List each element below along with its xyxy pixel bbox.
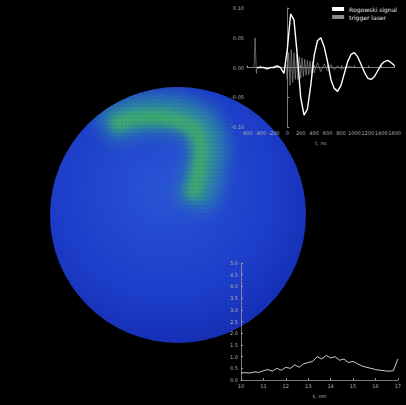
svg-text:-0.10: -0.10 [231,124,244,131]
svg-text:600: 600 [323,130,333,136]
svg-text:trigger laser: trigger laser [349,14,386,22]
svg-text:1000: 1000 [348,130,361,136]
svg-text:10: 10 [238,383,244,389]
svg-text:-400: -400 [255,130,266,136]
svg-text:14: 14 [327,383,333,389]
svg-text:1.5: 1.5 [230,342,238,348]
svg-text:400: 400 [309,130,319,136]
svg-text:0.05: 0.05 [233,35,244,41]
svg-text:-600: -600 [241,130,252,136]
svg-text:-0.05: -0.05 [231,94,244,100]
svg-text:12: 12 [283,383,289,389]
svg-text:2.0: 2.0 [230,330,238,336]
svg-text:Rogowski signal: Rogowski signal [349,6,397,14]
svg-text:16: 16 [372,383,378,389]
svg-text:2.5: 2.5 [230,319,238,325]
svg-text:15: 15 [350,383,356,389]
svg-text:200: 200 [296,130,306,136]
svg-text:1400: 1400 [375,130,388,136]
svg-text:800: 800 [336,130,346,136]
svg-text:17: 17 [395,383,401,389]
svg-text:1600: 1600 [388,130,401,136]
svg-text:13: 13 [305,383,311,389]
svg-text:4.5: 4.5 [230,272,238,278]
svg-text:λ, nm: λ, nm [312,393,326,399]
svg-text:-200: -200 [268,130,279,136]
svg-text:0.10: 0.10 [233,5,244,11]
svg-text:0.00: 0.00 [233,65,244,71]
svg-text:0.0: 0.0 [230,377,238,383]
svg-text:t, ns: t, ns [315,140,326,146]
svg-text:0: 0 [286,130,289,136]
svg-text:3.5: 3.5 [230,295,238,301]
svg-text:11: 11 [260,383,266,389]
svg-text:3.0: 3.0 [230,307,238,313]
svg-text:4.0: 4.0 [230,283,238,289]
svg-text:1200: 1200 [361,130,374,136]
svg-text:0.5: 0.5 [230,365,238,371]
svg-text:1.0: 1.0 [230,354,238,360]
svg-text:5.0: 5.0 [230,260,238,266]
